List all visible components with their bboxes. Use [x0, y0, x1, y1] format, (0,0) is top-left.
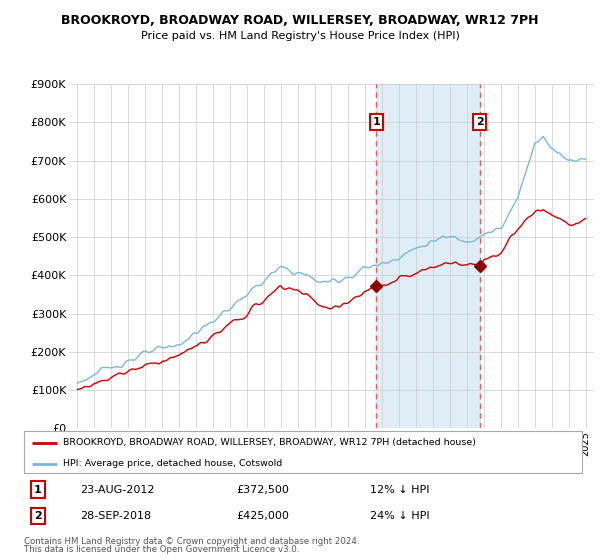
Text: 12% ↓ HPI: 12% ↓ HPI — [370, 484, 430, 494]
Text: £425,000: £425,000 — [236, 511, 289, 521]
Text: This data is licensed under the Open Government Licence v3.0.: This data is licensed under the Open Gov… — [24, 545, 299, 554]
Text: 2: 2 — [34, 511, 42, 521]
Text: 2: 2 — [476, 117, 484, 127]
Text: £372,500: £372,500 — [236, 484, 289, 494]
Text: 23-AUG-2012: 23-AUG-2012 — [80, 484, 154, 494]
Text: 28-SEP-2018: 28-SEP-2018 — [80, 511, 151, 521]
Text: 24% ↓ HPI: 24% ↓ HPI — [370, 511, 430, 521]
Text: BROOKROYD, BROADWAY ROAD, WILLERSEY, BROADWAY, WR12 7PH: BROOKROYD, BROADWAY ROAD, WILLERSEY, BRO… — [61, 14, 539, 27]
Bar — [376, 84, 479, 428]
Text: 1: 1 — [373, 117, 380, 127]
Text: Price paid vs. HM Land Registry's House Price Index (HPI): Price paid vs. HM Land Registry's House … — [140, 31, 460, 41]
Text: Contains HM Land Registry data © Crown copyright and database right 2024.: Contains HM Land Registry data © Crown c… — [24, 537, 359, 546]
Text: BROOKROYD, BROADWAY ROAD, WILLERSEY, BROADWAY, WR12 7PH (detached house): BROOKROYD, BROADWAY ROAD, WILLERSEY, BRO… — [63, 438, 476, 447]
Text: HPI: Average price, detached house, Cotswold: HPI: Average price, detached house, Cots… — [63, 459, 283, 469]
Text: 1: 1 — [34, 484, 42, 494]
